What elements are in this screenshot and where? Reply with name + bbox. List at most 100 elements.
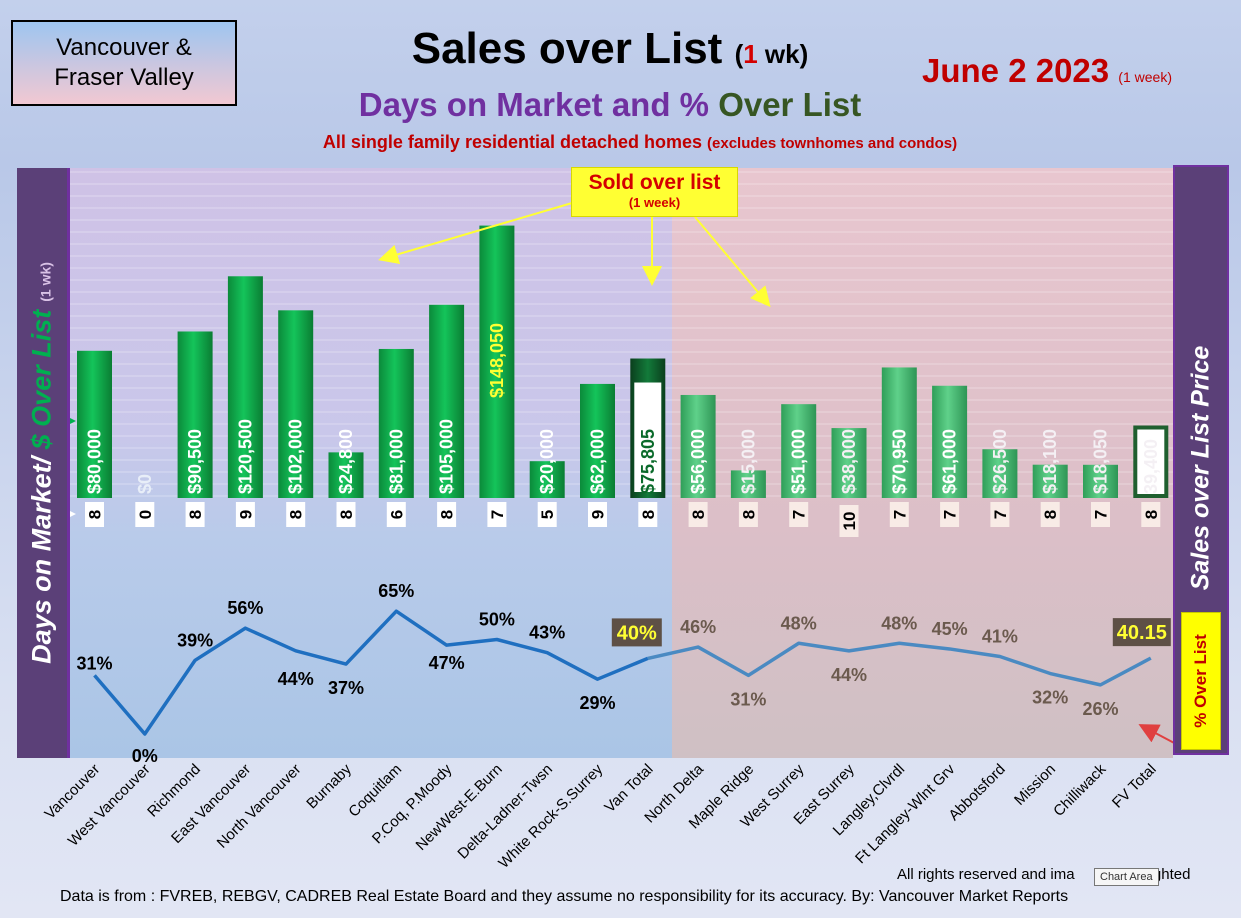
bar-value-label: $15,000 bbox=[738, 429, 758, 494]
bar-20 bbox=[1083, 464, 1118, 498]
days-value-label: 7 bbox=[790, 510, 809, 519]
days-value-label: 0 bbox=[136, 510, 155, 519]
pct-value-label: 31% bbox=[76, 653, 112, 673]
chart-title: Sales over List (1 wk) bbox=[290, 24, 930, 74]
days-value-label: 8 bbox=[287, 510, 306, 519]
total-pct-box-21 bbox=[1112, 618, 1171, 647]
title-week-text: wk) bbox=[757, 39, 809, 69]
sold-over-list-callout: Sold over list (1 week) bbox=[571, 167, 738, 217]
chart-area-tooltip: Chart Area bbox=[1094, 868, 1159, 886]
pct-value-label: 56% bbox=[227, 598, 263, 618]
pct-value-label: 44% bbox=[278, 669, 314, 689]
days-value-label: 8 bbox=[1142, 510, 1161, 519]
days-value-label: 8 bbox=[689, 510, 708, 519]
title-paren: ( bbox=[734, 39, 744, 69]
x-tick-label: Burnaby bbox=[303, 760, 355, 812]
days-box-14 bbox=[789, 502, 809, 527]
bar-18 bbox=[982, 449, 1018, 498]
pct-value-label: 31% bbox=[730, 689, 766, 709]
description-note: (excludes townhomes and condos) bbox=[707, 135, 958, 152]
pct-value-label: 43% bbox=[529, 623, 565, 643]
pct-value-label: 29% bbox=[579, 693, 615, 713]
bar-19 bbox=[1032, 464, 1068, 498]
right-axis-label: Sales over List Price bbox=[1186, 345, 1215, 591]
bar-value-label: $51,000 bbox=[789, 429, 809, 494]
title-period: (1 wk) bbox=[735, 39, 809, 69]
pct-value-label: 65% bbox=[378, 581, 414, 601]
pct-value-label: 32% bbox=[1032, 688, 1068, 708]
region-box: Vancouver & Fraser Valley bbox=[11, 20, 237, 106]
days-box-1 bbox=[135, 502, 155, 527]
left-axis-band bbox=[17, 168, 70, 758]
pct-over-list-box bbox=[1181, 612, 1221, 750]
x-tick-label: Mission bbox=[1011, 761, 1059, 809]
data-source: Data is from : FVREB, REBGV, CADREB Real… bbox=[60, 888, 1069, 905]
bar-value-label: $148,050 bbox=[487, 323, 507, 398]
bar-value-label: $90,500 bbox=[185, 429, 205, 494]
pct-value-label: 48% bbox=[881, 613, 917, 633]
arrow-right bbox=[694, 216, 771, 308]
bar-value-label: 39,400 bbox=[1141, 439, 1161, 494]
left-axis-label: Days on Market/ $ Over List (1 wk) bbox=[27, 262, 58, 664]
days-value-label: 8 bbox=[186, 510, 205, 519]
bar-9 bbox=[529, 461, 565, 498]
title-week-number: 1 bbox=[743, 39, 758, 69]
days-value-label: 6 bbox=[387, 510, 406, 519]
days-box-9 bbox=[537, 502, 557, 527]
days-box-0 bbox=[85, 502, 104, 527]
pct-line-fraser-valley bbox=[647, 641, 1152, 687]
pct-value-label: 39% bbox=[177, 630, 213, 650]
bar-value-label: $61,000 bbox=[940, 429, 960, 494]
pct-value-label: 41% bbox=[982, 627, 1018, 647]
days-box-13 bbox=[738, 502, 758, 527]
x-tick-label: NewWest-E.Burn bbox=[413, 761, 506, 854]
pct-line-vancouver bbox=[93, 609, 649, 736]
total-pct-box-11 bbox=[611, 618, 662, 647]
bar-label-box-11 bbox=[634, 382, 662, 492]
bar-2 bbox=[177, 331, 213, 498]
bar-value-label: $80,000 bbox=[85, 429, 105, 494]
bar-12 bbox=[680, 394, 716, 498]
chart-subtitle: Days on Market and % Over List bbox=[290, 86, 930, 124]
bar-6 bbox=[378, 348, 414, 498]
x-tick-label: FV Total bbox=[1109, 761, 1160, 812]
days-value-label: 8 bbox=[739, 510, 758, 519]
bar-value-label: $56,000 bbox=[688, 429, 708, 494]
days-value-label: 9 bbox=[236, 510, 255, 519]
bar-14 bbox=[781, 404, 817, 498]
pct-series: 31% 0% 39% 56% 44% 37% 65% 47% 50% 43% 29% 40% 46% 31… bbox=[76, 581, 1171, 766]
days-value-label: 7 bbox=[991, 510, 1010, 519]
bar-label-box-21 bbox=[1137, 429, 1165, 494]
gridlines bbox=[68, 171, 1173, 497]
bar-value-label: $0 bbox=[135, 474, 155, 494]
bar-value-label: $24,800 bbox=[336, 429, 356, 494]
subtitle-part-b: Over List bbox=[718, 86, 862, 123]
region-line2: Fraser Valley bbox=[54, 64, 194, 91]
bar-value-label: $120,500 bbox=[235, 419, 255, 494]
days-box-4 bbox=[286, 502, 306, 527]
annotation-arrows bbox=[46, 202, 1179, 746]
pct-over-list-label: % Over List bbox=[1191, 634, 1210, 728]
bar-value-label: $70,950 bbox=[889, 429, 909, 494]
x-tick-label: Ft Langley-Wlnt Grv bbox=[852, 760, 959, 867]
one-week-label: (1 wk) bbox=[37, 262, 54, 302]
bar-value-label: $18,050 bbox=[1091, 429, 1111, 494]
days-value-label: 10 bbox=[840, 512, 859, 531]
pct-value-label: 26% bbox=[1082, 699, 1118, 719]
bar-17 bbox=[932, 385, 968, 498]
bar-13 bbox=[730, 470, 766, 498]
days-box-15 bbox=[839, 505, 859, 537]
bar-16 bbox=[881, 367, 917, 498]
days-value-label: 7 bbox=[488, 510, 507, 519]
pct-value-label: 44% bbox=[831, 665, 867, 685]
days-box-6 bbox=[386, 502, 406, 527]
bar-value-label: $38,000 bbox=[839, 429, 859, 494]
bar-value-label: $18,100 bbox=[1040, 429, 1060, 494]
pct-value-label: 50% bbox=[479, 610, 515, 630]
days-box-18 bbox=[990, 502, 1010, 527]
days-value-label: 8 bbox=[86, 510, 105, 519]
callout-line1: Sold over list bbox=[588, 171, 721, 194]
pct-value-label: 37% bbox=[328, 678, 364, 698]
